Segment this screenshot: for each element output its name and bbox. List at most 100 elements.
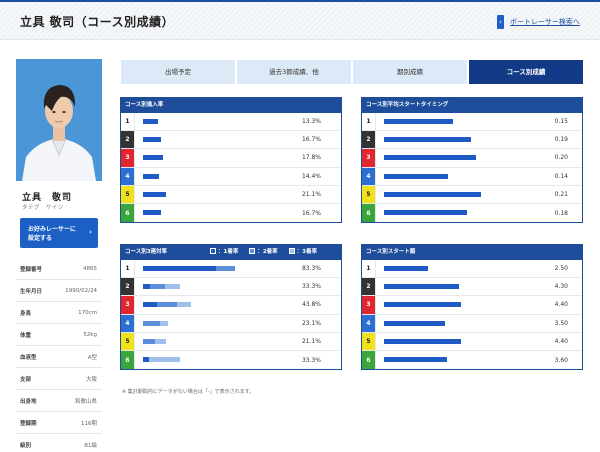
course-row: 3 4.40 bbox=[362, 296, 582, 315]
profile-row: 血液型 A型 bbox=[16, 346, 102, 368]
bar-area bbox=[376, 278, 516, 295]
panel-title: コース別3連対率 bbox=[125, 249, 168, 255]
profile-row: 支部 大阪 bbox=[16, 368, 102, 390]
legend-label: ：3着率 bbox=[296, 249, 317, 255]
bar-area bbox=[376, 351, 516, 369]
value-label: 16.7% bbox=[301, 209, 321, 217]
course-number-badge: 4 bbox=[362, 314, 376, 332]
bar bbox=[384, 173, 449, 179]
set-favorite-button[interactable]: お好みレーサーに 設定する › bbox=[20, 218, 98, 248]
value-label: 0.15 bbox=[554, 118, 568, 126]
bar-segment bbox=[143, 284, 151, 290]
bar-area bbox=[376, 315, 516, 332]
course-number-badge: 2 bbox=[362, 278, 376, 296]
bar-segment bbox=[156, 302, 178, 308]
profile-key: 身長 bbox=[20, 310, 32, 317]
profile-value: A型 bbox=[87, 354, 97, 361]
legend-label: ：2着率 bbox=[257, 249, 278, 255]
profile-key: 生年月日 bbox=[20, 288, 43, 295]
back-to-search-label: ボートレーサー検索へ bbox=[510, 18, 580, 26]
course-row: 5 21.1% bbox=[121, 185, 341, 204]
bar-area bbox=[376, 260, 516, 277]
bar bbox=[384, 302, 461, 308]
bar bbox=[384, 209, 467, 215]
course-number-badge: 5 bbox=[362, 332, 376, 350]
course-row: 4 14.4% bbox=[121, 167, 341, 186]
profile-key: 登録期 bbox=[20, 420, 37, 427]
panel-average-st: コース別平均スタートタイミング 1 0.15 2 0.19 3 0.20 4 0.14 5 0.2… bbox=[361, 97, 583, 224]
bar bbox=[384, 320, 445, 326]
chevron-left-icon: ‹ bbox=[497, 15, 504, 29]
tab-schedule[interactable]: 出場予定 bbox=[120, 59, 236, 85]
tab-bar: 出場予定 過去3節成績、他 期別成績 コース別成績 bbox=[120, 59, 584, 85]
course-row: 1 2.50 bbox=[362, 260, 582, 279]
course-number-badge: 2 bbox=[121, 278, 135, 296]
legend-swatch bbox=[288, 248, 295, 254]
panel-title: コース別スタート順 bbox=[362, 245, 582, 260]
bar bbox=[384, 284, 459, 290]
course-row: 2 4.30 bbox=[362, 278, 582, 297]
course-row: 1 13.3% bbox=[121, 113, 341, 132]
bar bbox=[384, 137, 472, 143]
course-number-badge: 4 bbox=[362, 167, 376, 185]
profile-value: B1級 bbox=[84, 442, 97, 449]
profile-value: 4865 bbox=[83, 265, 97, 272]
profile-row: 生年月日 1990/02/24 bbox=[16, 280, 102, 302]
bar-area bbox=[376, 168, 516, 185]
course-row: 2 0.19 bbox=[362, 131, 582, 150]
bar bbox=[143, 209, 162, 215]
back-to-search-link[interactable]: ‹ ボートレーサー検索へ bbox=[497, 15, 580, 29]
bar bbox=[384, 119, 453, 124]
legend: ：1着率 ：2着率 ：3着率 bbox=[210, 245, 328, 260]
course-number-badge: 3 bbox=[362, 296, 376, 314]
panel-title: コース別進入率 bbox=[121, 98, 341, 113]
bar-area bbox=[135, 131, 275, 148]
value-label: 83.3% bbox=[301, 265, 321, 273]
value-label: 23.1% bbox=[301, 319, 321, 327]
value-label: 2.50 bbox=[554, 265, 568, 273]
legend-swatch bbox=[249, 248, 256, 254]
bar-area bbox=[376, 186, 516, 203]
course-row: 4 3.50 bbox=[362, 314, 582, 333]
bar-segment bbox=[159, 320, 169, 326]
bar-segment bbox=[149, 356, 180, 362]
course-number-badge: 5 bbox=[362, 185, 376, 203]
course-row: 2 16.7% bbox=[121, 131, 341, 150]
value-label: 21.1% bbox=[301, 190, 321, 198]
bar bbox=[143, 155, 163, 161]
course-row: 4 0.14 bbox=[362, 167, 582, 186]
course-row: 3 43.8% bbox=[121, 296, 341, 315]
value-label: 14.4% bbox=[301, 172, 321, 180]
course-row: 6 33.3% bbox=[121, 350, 341, 370]
tab-term-results[interactable]: 期別成績 bbox=[352, 59, 468, 85]
tab-course-results[interactable]: コース別成績 bbox=[468, 59, 584, 85]
bar-segment bbox=[154, 338, 167, 344]
value-label: 3.60 bbox=[554, 356, 568, 364]
profile-key: 出身地 bbox=[20, 398, 37, 405]
value-label: 4.40 bbox=[554, 337, 568, 345]
panel-top3-rate: コース別3連対率 ：1着率 ：2着率 ：3着率 1 83.3% 2 33.3% 3 43.… bbox=[120, 244, 342, 371]
course-row: 3 0.20 bbox=[362, 149, 582, 168]
profile-row: 登録番号 4865 bbox=[16, 258, 102, 280]
course-number-badge: 1 bbox=[121, 113, 135, 131]
panel-header: コース別3連対率 ：1着率 ：2着率 ：3着率 bbox=[121, 245, 341, 260]
course-row: 6 3.60 bbox=[362, 350, 582, 370]
course-row: 2 33.3% bbox=[121, 278, 341, 297]
value-label: 43.8% bbox=[301, 301, 321, 309]
course-number-badge: 3 bbox=[121, 296, 135, 314]
profile-key: 級別 bbox=[20, 442, 32, 449]
bar-area bbox=[376, 113, 516, 130]
course-row: 1 0.15 bbox=[362, 113, 582, 132]
course-number-badge: 6 bbox=[362, 203, 376, 223]
bar-segment bbox=[177, 302, 192, 308]
profile-row: 体重 52kg bbox=[16, 324, 102, 346]
favorite-label-line1: お好みレーサーに bbox=[28, 226, 76, 233]
course-number-badge: 5 bbox=[121, 332, 135, 350]
profile-value: 52kg bbox=[83, 331, 97, 338]
favorite-label-line2: 設定する bbox=[28, 235, 53, 242]
profile-key: 支部 bbox=[20, 376, 32, 383]
profile-value: 170cm bbox=[78, 309, 97, 316]
profile-value: 大阪 bbox=[85, 376, 97, 383]
tab-past-results[interactable]: 過去3節成績、他 bbox=[236, 59, 352, 85]
value-label: 4.40 bbox=[554, 301, 568, 309]
